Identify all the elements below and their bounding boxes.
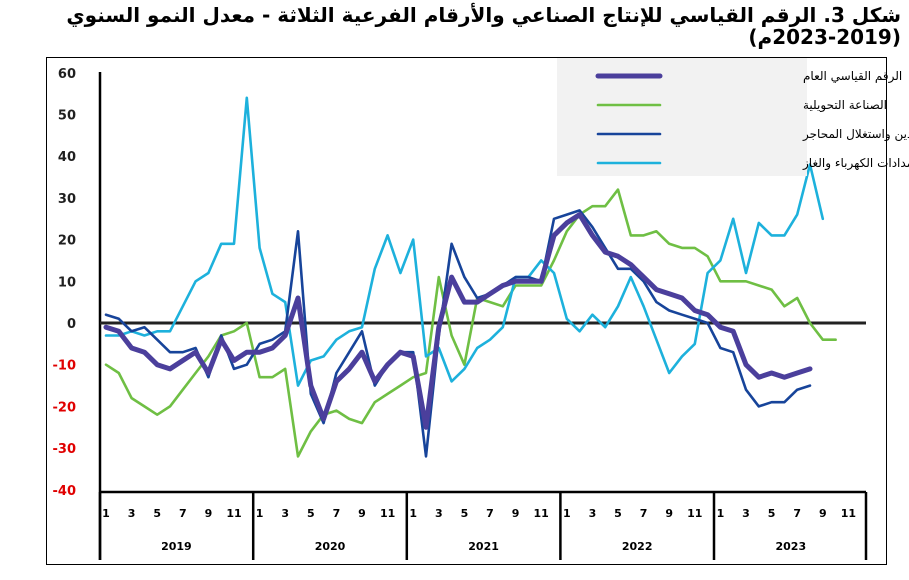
x-tick-label: 7 bbox=[640, 507, 648, 520]
x-tick-label: 9 bbox=[358, 507, 366, 520]
x-tick-label: 3 bbox=[742, 507, 750, 520]
legend-label: التعدين واستغلال المحاجر bbox=[802, 127, 909, 142]
x-tick-label: 9 bbox=[512, 507, 520, 520]
x-tick-label: 9 bbox=[665, 507, 673, 520]
x-tick-label: 9 bbox=[819, 507, 827, 520]
plot-frame bbox=[46, 57, 887, 565]
y-tick-label: 0 bbox=[67, 317, 76, 332]
x-tick-label: 3 bbox=[589, 507, 597, 520]
series-line-1 bbox=[104, 188, 837, 458]
y-tick-label: 30 bbox=[58, 192, 76, 207]
x-tick-label: 11 bbox=[687, 507, 702, 520]
x-tick-label: 7 bbox=[486, 507, 494, 520]
year-label: 2023 bbox=[775, 540, 806, 553]
y-tick-label: -20 bbox=[53, 400, 77, 415]
x-tick-label: 7 bbox=[793, 507, 801, 520]
legend-label: الصناعة التحويلية bbox=[803, 98, 887, 113]
x-tick-label: 1 bbox=[256, 507, 264, 520]
x-tick-label: 3 bbox=[128, 507, 136, 520]
x-tick-label: 5 bbox=[153, 507, 161, 520]
x-tick-label: 1 bbox=[563, 507, 571, 520]
x-tick-label: 1 bbox=[102, 507, 110, 520]
series-line-3 bbox=[104, 96, 825, 387]
year-label: 2021 bbox=[468, 540, 499, 553]
y-tick-label: 20 bbox=[58, 234, 76, 249]
y-tick-label: 50 bbox=[58, 109, 76, 124]
series-line-2 bbox=[104, 209, 812, 458]
y-tick-label: -30 bbox=[53, 442, 77, 457]
legend: الرقم القياسي العام الصناعة التحويلية التع… bbox=[557, 58, 909, 176]
x-tick-label: 5 bbox=[307, 507, 315, 520]
x-tick-label: 3 bbox=[435, 507, 443, 520]
x-tick-label: 5 bbox=[614, 507, 622, 520]
year-label: 2019 bbox=[161, 540, 192, 553]
x-tick-label: 1 bbox=[409, 507, 417, 520]
year-label: 2020 bbox=[315, 540, 346, 553]
x-tick-label: 1 bbox=[717, 507, 725, 520]
legend-label: إمدادات الكهرباء والغاز bbox=[802, 156, 909, 171]
x-tick-label: 5 bbox=[768, 507, 776, 520]
x-tick-label: 11 bbox=[226, 507, 241, 520]
y-tick-label: -40 bbox=[53, 484, 77, 499]
legend-label: الرقم القياسي العام bbox=[803, 69, 902, 84]
legend-box bbox=[557, 58, 807, 176]
x-tick-label: 11 bbox=[534, 507, 549, 520]
y-tick-label: 40 bbox=[58, 150, 76, 165]
x-tick-label: 5 bbox=[461, 507, 469, 520]
year-label: 2022 bbox=[622, 540, 653, 553]
x-tick-label: 7 bbox=[179, 507, 187, 520]
x-tick-label: 3 bbox=[281, 507, 289, 520]
y-tick-label: -10 bbox=[53, 359, 77, 374]
series-line-0 bbox=[103, 212, 813, 430]
series-lines bbox=[103, 96, 837, 458]
x-tick-label: 9 bbox=[205, 507, 213, 520]
x-tick-label: 11 bbox=[380, 507, 395, 520]
chart-title: شكل 3. الرقم القياسي للإنتاج الصناعي وال… bbox=[66, 3, 901, 49]
x-tick-label: 11 bbox=[841, 507, 856, 520]
y-axis: 60 50 40 30 20 10 0 -10 -20 -30 -40 bbox=[53, 67, 102, 560]
y-tick-label: 10 bbox=[58, 275, 76, 290]
y-tick-label: 60 bbox=[58, 67, 76, 82]
x-tick-label: 7 bbox=[333, 507, 341, 520]
